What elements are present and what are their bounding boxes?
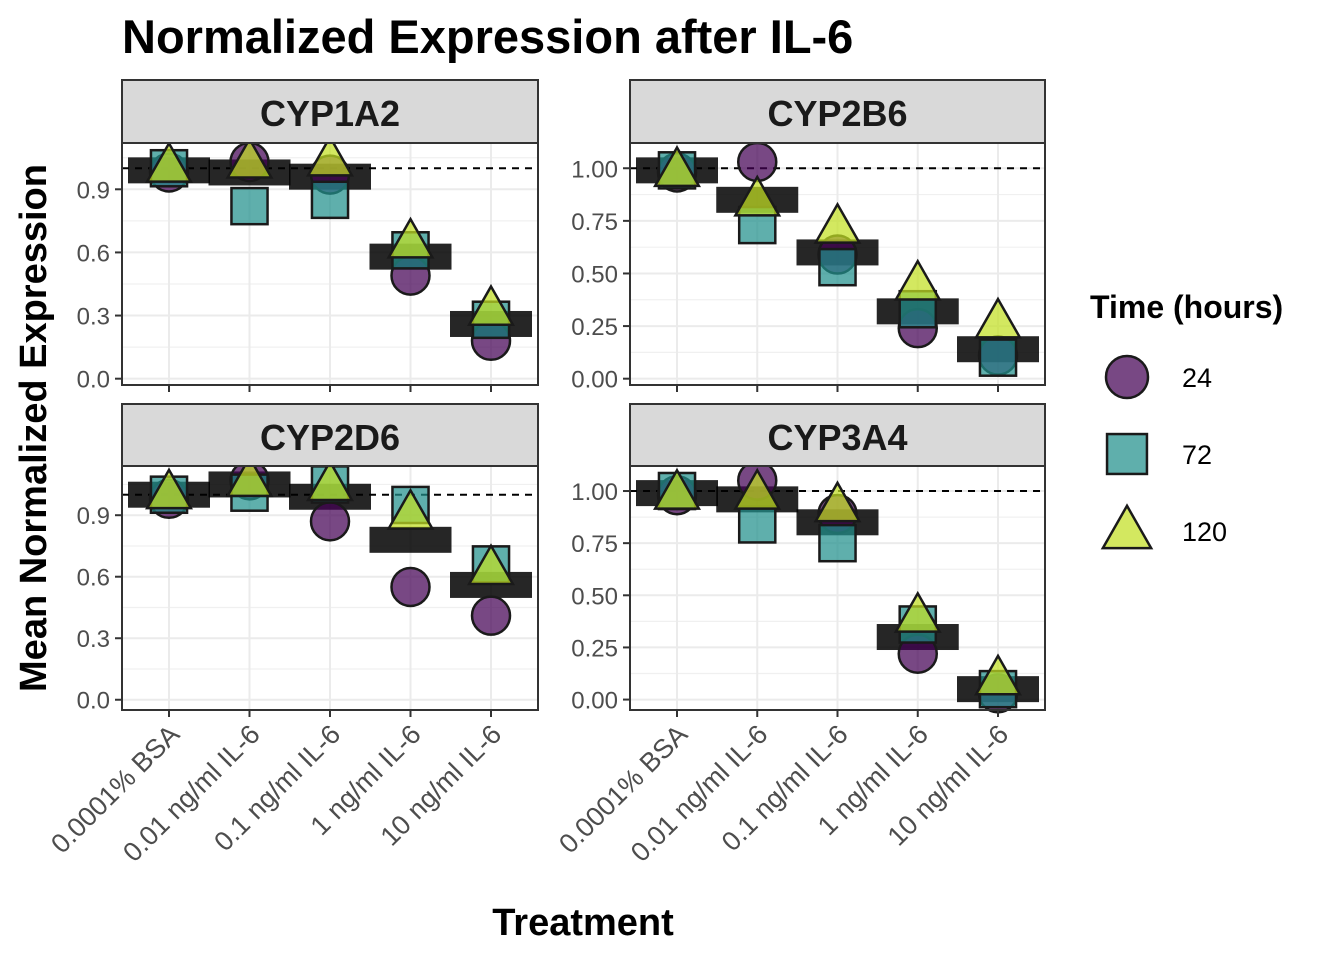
data-point-120h xyxy=(973,653,1023,696)
y-tick-label: 0.75 xyxy=(571,209,618,236)
data-point-120h xyxy=(973,296,1023,339)
data-point-120h xyxy=(386,487,435,530)
data-point-120h xyxy=(893,258,942,301)
y-tick-label: 0.3 xyxy=(77,626,110,653)
y-tick-label: 0.00 xyxy=(571,688,618,715)
data-point-72h xyxy=(230,186,269,226)
data-point-120h xyxy=(652,467,702,510)
mean-bar xyxy=(369,526,452,553)
data-point-120h xyxy=(144,140,194,183)
data-point-120h xyxy=(652,145,702,188)
y-tick-label: 0.50 xyxy=(571,583,618,610)
facet-panels: CYP1A2 0.0 0.3 0.6 0.9 CYP2B6 0.00 0.25 0.50 0.75… xyxy=(77,79,1046,717)
y-tick-label: 0.75 xyxy=(571,531,618,558)
data-point-72h xyxy=(310,180,350,220)
x-tick-label: 0.01 ng/ml IL-6 xyxy=(625,719,774,868)
data-point-24h xyxy=(309,501,351,542)
y-tick-label: 0.3 xyxy=(77,304,110,331)
data-point-72h xyxy=(737,505,777,544)
panel-cyp2b6: CYP2B6 0.00 0.25 0.50 0.75 1.00 xyxy=(571,79,1046,394)
facet-strip xyxy=(629,79,1046,144)
data-point-120h xyxy=(813,480,862,523)
data-point-120h xyxy=(733,174,782,217)
legend-key-24 xyxy=(1104,354,1150,400)
y-tick-label: 0.0 xyxy=(77,688,110,715)
data-point-24h xyxy=(390,566,431,608)
y-tick-label: 0.00 xyxy=(571,367,618,394)
data-point-120h xyxy=(225,455,274,498)
x-axis-title: Treatment xyxy=(492,902,674,944)
facet-strip-label: CYP3A4 xyxy=(767,417,907,458)
y-tick-label: 0.9 xyxy=(77,177,110,204)
data-point-120h xyxy=(813,201,862,244)
x-tick-label: 0.01 ng/ml IL-6 xyxy=(117,719,266,868)
data-point-120h xyxy=(225,136,274,179)
y-axis-title: Mean Normalized Expression xyxy=(13,164,55,692)
data-point-72h xyxy=(818,247,857,287)
y-tick-label: 0.50 xyxy=(571,261,618,288)
data-point-120h xyxy=(893,590,942,633)
facet-strip xyxy=(629,403,1046,467)
legend-title: Time (hours) xyxy=(1090,289,1283,325)
panel-cyp1a2: CYP1A2 0.0 0.3 0.6 0.9 xyxy=(77,79,539,394)
panel-cyp3a4: CYP3A4 0.00 0.25 0.50 0.75 1.00 xyxy=(571,403,1046,717)
legend-key-72 xyxy=(1105,432,1149,476)
data-point-24h xyxy=(470,595,512,636)
legend-label: 72 xyxy=(1182,440,1212,470)
legend-label: 120 xyxy=(1182,517,1227,547)
facet-strip-label: CYP1A2 xyxy=(260,93,400,134)
legend: Time (hours) 24 72 120 xyxy=(1090,289,1283,550)
facet-strip-label: CYP2B6 xyxy=(767,93,907,134)
facet-strip xyxy=(121,79,539,144)
y-tick-label: 0.25 xyxy=(571,314,618,341)
data-point-120h xyxy=(386,216,435,259)
chart-title: Normalized Expression after IL-6 xyxy=(122,10,853,63)
y-tick-label: 0.0 xyxy=(77,367,110,394)
data-point-120h xyxy=(466,543,516,586)
legend-label: 24 xyxy=(1182,363,1212,393)
data-point-120h xyxy=(144,467,194,510)
data-point-120h xyxy=(733,467,782,510)
data-point-120h xyxy=(466,283,516,326)
facet-strip-label: CYP2D6 xyxy=(260,417,400,458)
y-tick-label: 0.25 xyxy=(571,635,618,662)
y-tick-label: 1.00 xyxy=(571,156,618,183)
y-tick-label: 0.9 xyxy=(77,503,110,530)
data-point-72h xyxy=(818,523,857,563)
data-point-72h xyxy=(978,338,1018,377)
y-tick-label: 0.6 xyxy=(77,240,110,267)
panel-cyp2d6: CYP2D6 0.0 0.3 0.6 0.9 xyxy=(77,403,539,717)
facet-strip xyxy=(121,403,539,467)
legend-key-120 xyxy=(1100,503,1154,550)
y-tick-label: 1.00 xyxy=(571,479,618,506)
data-point-120h xyxy=(305,134,355,177)
data-point-120h xyxy=(305,459,355,502)
y-tick-label: 0.6 xyxy=(77,565,110,592)
